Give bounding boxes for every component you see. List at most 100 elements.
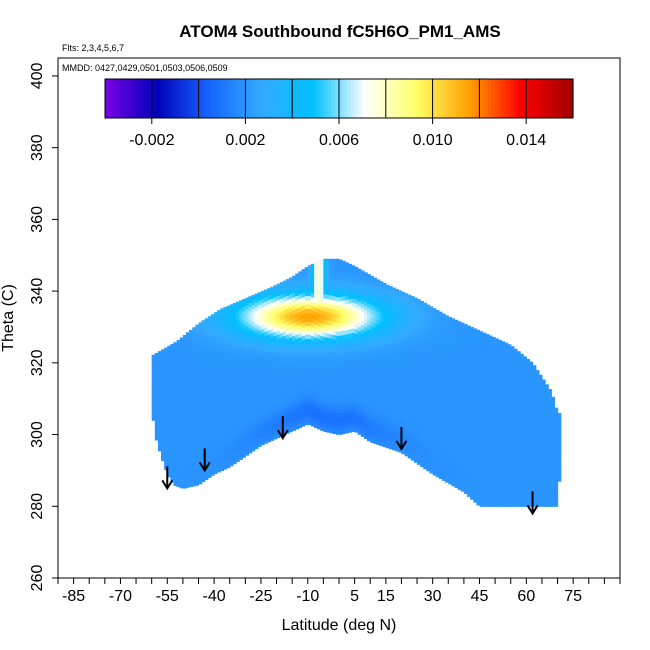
field-cell (235, 422, 240, 428)
field-cell (445, 391, 449, 397)
field-cell (532, 407, 537, 413)
field-cell (189, 331, 193, 337)
field-cell (420, 401, 424, 407)
field-cell (217, 463, 221, 469)
field-cell (463, 398, 468, 404)
field-cell (351, 427, 356, 432)
field-cell (295, 278, 300, 284)
field-cell (157, 390, 162, 396)
field-cell (332, 258, 337, 262)
field-cell (504, 385, 509, 391)
field-cell (279, 319, 284, 325)
field-cell (232, 317, 237, 323)
field-cell (423, 447, 428, 452)
field-cell (429, 455, 434, 461)
field-cell (557, 429, 562, 435)
field-cell (395, 321, 399, 327)
field-cell (520, 377, 524, 383)
field-cell (360, 328, 365, 334)
field-cell (454, 453, 459, 458)
field-cell (357, 270, 362, 276)
field-cell (551, 454, 556, 460)
field-cell (548, 424, 552, 430)
field-cell (388, 440, 393, 446)
field-cell (482, 355, 487, 361)
field-cell (442, 437, 446, 443)
field-cell (463, 394, 468, 400)
field-cell (245, 364, 250, 370)
colorbar-cell (257, 79, 262, 118)
field-cell (304, 355, 309, 361)
field-cell (516, 351, 521, 352)
field-cell (435, 403, 440, 409)
field-cell (388, 366, 393, 372)
field-cell (339, 318, 343, 323)
field-cell (348, 302, 353, 308)
field-cell (164, 370, 168, 376)
field-cell (289, 289, 293, 295)
field-cell (220, 427, 225, 433)
field-cell (385, 340, 390, 345)
field-cell (301, 318, 306, 324)
field-cell (401, 427, 406, 433)
field-cell (498, 372, 502, 378)
field-cell (195, 373, 200, 379)
field-cell (463, 407, 468, 413)
field-cell (348, 384, 353, 390)
field-cell (435, 420, 440, 426)
field-cell (270, 397, 275, 403)
field-cell (348, 298, 353, 304)
field-cell (463, 489, 468, 494)
field-cell (479, 377, 484, 383)
field-cell (495, 359, 499, 365)
field-cell (476, 410, 481, 416)
field-cell (473, 355, 477, 361)
field-cell (354, 423, 359, 429)
field-cell (186, 448, 190, 454)
field-cell (189, 361, 193, 367)
field-cell (176, 482, 181, 488)
field-cell (482, 480, 487, 486)
field-cell (470, 361, 474, 367)
field-cell (401, 350, 406, 356)
field-cell (404, 404, 409, 409)
field-cell (342, 360, 346, 366)
field-cell (435, 338, 440, 344)
field-cell (420, 354, 424, 360)
field-cell (541, 433, 546, 439)
field-cell (198, 414, 203, 420)
field-cell (479, 364, 484, 370)
field-cell (445, 340, 449, 345)
field-cell (260, 328, 265, 334)
field-cell (467, 410, 471, 416)
field-cell (326, 414, 331, 420)
field-cell (270, 315, 275, 321)
field-cell (395, 356, 399, 362)
field-cell (385, 365, 390, 371)
field-cell (282, 365, 287, 371)
field-cell (335, 382, 340, 388)
field-cell (335, 343, 340, 349)
field-cell (360, 354, 365, 360)
field-cell (373, 348, 378, 354)
colorbar-cell (569, 79, 574, 118)
field-cell (379, 333, 384, 339)
field-cell (476, 414, 481, 420)
field-cell (167, 455, 171, 461)
field-cell (535, 458, 540, 464)
field-cell (248, 358, 253, 364)
field-cell (373, 439, 378, 444)
field-cell (182, 466, 187, 472)
field-cell (417, 318, 421, 323)
field-cell (373, 318, 378, 324)
field-cell (382, 403, 387, 409)
field-cell (323, 332, 328, 338)
field-cell (273, 309, 278, 315)
field-cell (242, 353, 246, 359)
field-cell (342, 390, 346, 396)
field-cell (401, 341, 406, 347)
field-cell (320, 283, 324, 289)
field-cell (367, 277, 371, 283)
field-cell (529, 480, 534, 486)
field-cell (532, 420, 537, 426)
